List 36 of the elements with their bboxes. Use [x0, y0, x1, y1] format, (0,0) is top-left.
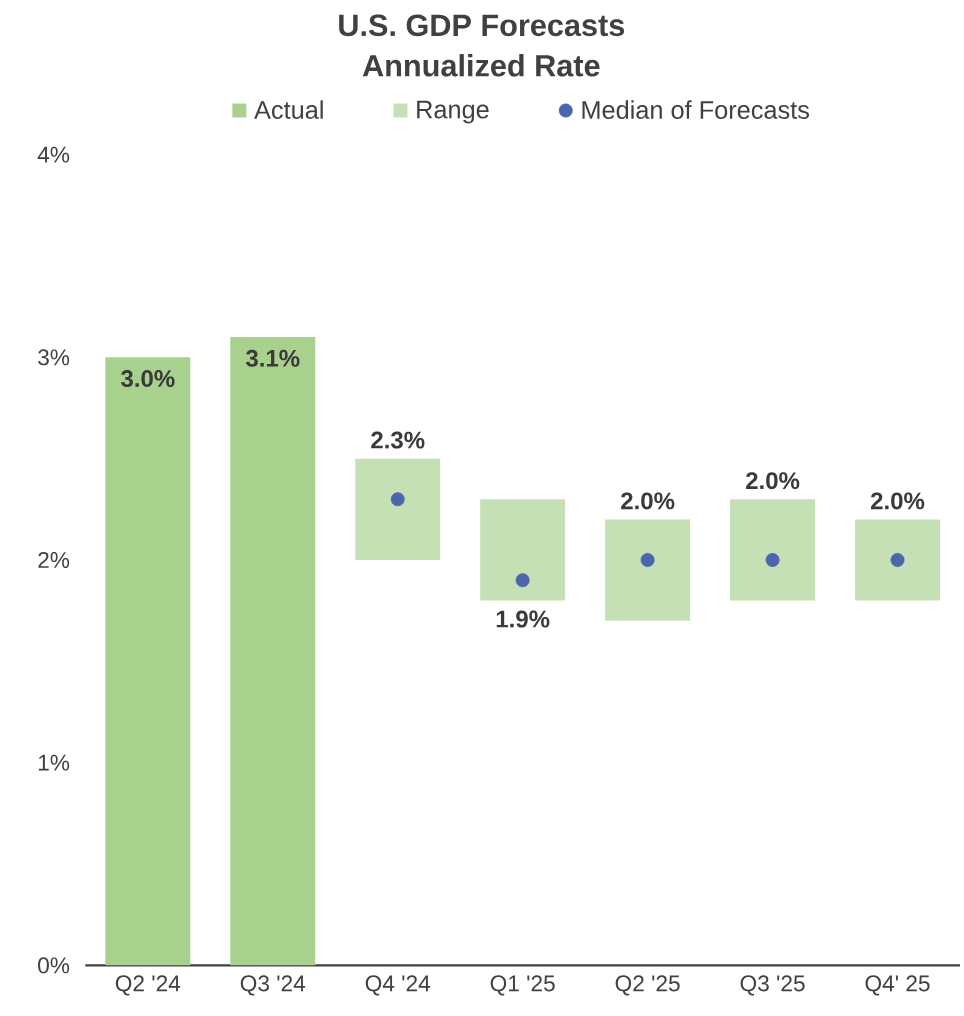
legend-label: Median of Forecasts	[582, 100, 809, 119]
data-label: 3.1%	[245, 349, 300, 367]
y-tick-label: 2%	[38, 552, 70, 568]
x-tick-label: Q2 '24	[115, 975, 181, 996]
x-tick-label: Q3 '24	[240, 975, 306, 996]
x-tick-label: Q4 '24	[365, 975, 431, 996]
x-tick-label: Q3 '25	[740, 975, 805, 996]
y-tick-label: 4%	[37, 146, 70, 163]
bar	[605, 519, 691, 621]
x-tick-label: Q4' 25	[865, 975, 930, 996]
bar	[730, 499, 816, 601]
bar	[355, 458, 441, 560]
data-label: 2.0%	[746, 472, 800, 490]
data-label: 2.0%	[621, 492, 675, 510]
y-tick-label: 3%	[38, 349, 70, 366]
point	[765, 553, 780, 567]
data-label: 3.0%	[121, 370, 175, 388]
x-tick-label: Q2 '25	[615, 975, 680, 996]
y-tick-label: 1%	[38, 754, 70, 771]
bar	[230, 337, 316, 966]
legend-label: Range	[417, 100, 489, 124]
chart-subtitle: Annualized Rate	[362, 54, 600, 77]
data-label: 2.0%	[871, 492, 925, 510]
bar	[105, 357, 191, 966]
point	[640, 553, 655, 567]
bar	[480, 499, 566, 601]
y-tick-label: 0%	[38, 957, 70, 974]
legend-label: Actual	[254, 100, 323, 119]
point	[890, 553, 905, 567]
point	[390, 492, 405, 507]
chart-title: U.S. GDP Forecasts	[339, 14, 625, 37]
x-tick-label: Q1 '25	[490, 975, 555, 996]
point	[515, 573, 530, 588]
bar	[855, 519, 941, 601]
data-label: 2.3%	[371, 431, 425, 449]
data-label: 1.9%	[496, 610, 550, 628]
